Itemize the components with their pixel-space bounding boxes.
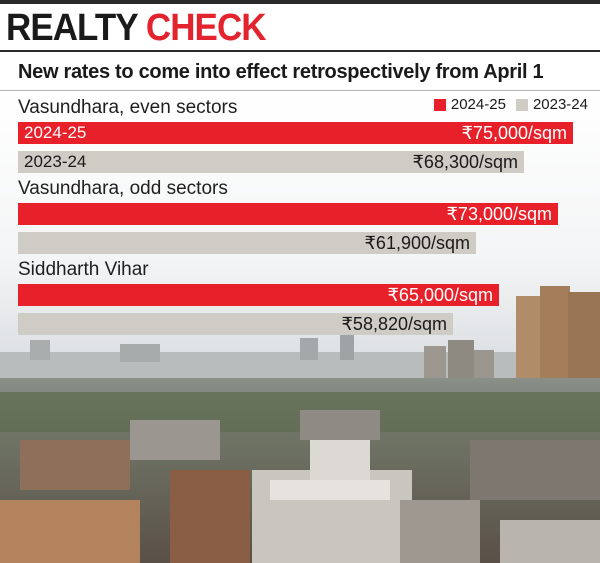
legend: 2024-25 2023-24 bbox=[433, 96, 588, 113]
legend-swatch-current bbox=[433, 98, 446, 111]
headline-part1: REALTY bbox=[6, 7, 138, 49]
bar-series-label: 2024-25 bbox=[24, 123, 87, 142]
legend-item-previous: 2023-24 bbox=[515, 96, 588, 113]
legend-label-current: 2024-25 bbox=[450, 96, 506, 113]
bar-series-label: 2023-24 bbox=[24, 152, 87, 171]
legend-item-current: 2024-25 bbox=[433, 96, 506, 113]
headline-part2: CHECK bbox=[145, 7, 267, 49]
bar-current: ₹73,000/sqm bbox=[18, 203, 558, 225]
bar-current: ₹65,000/sqm bbox=[18, 284, 499, 306]
bar-current: 2024-25 ₹75,000/sqm bbox=[18, 122, 573, 144]
bar-value-label: ₹65,000/sqm bbox=[387, 285, 493, 305]
subtitle-rule bbox=[0, 90, 600, 91]
bar-value-label: ₹68,300/sqm bbox=[412, 152, 518, 172]
headline-rule bbox=[0, 50, 600, 52]
subtitle: New rates to come into effect retrospect… bbox=[18, 61, 544, 83]
legend-swatch-previous bbox=[515, 98, 528, 111]
category-label: Vasundhara, odd sectors bbox=[18, 178, 228, 199]
top-rule bbox=[0, 0, 600, 4]
headline: REALTY CHECK bbox=[6, 6, 267, 50]
bar-value-label: ₹58,820/sqm bbox=[341, 314, 447, 334]
bar-value-label: ₹73,000/sqm bbox=[446, 204, 552, 224]
bar-value-label: ₹61,900/sqm bbox=[364, 233, 470, 253]
category-label: Vasundhara, even sectors bbox=[18, 97, 238, 118]
bar-previous: ₹58,820/sqm bbox=[18, 313, 453, 335]
bar-previous: ₹61,900/sqm bbox=[18, 232, 476, 254]
bar-previous: 2023-24 ₹68,300/sqm bbox=[18, 151, 524, 173]
bar-value-label: ₹75,000/sqm bbox=[461, 123, 567, 143]
category-label: Siddharth Vihar bbox=[18, 259, 149, 280]
legend-label-previous: 2023-24 bbox=[532, 96, 588, 113]
